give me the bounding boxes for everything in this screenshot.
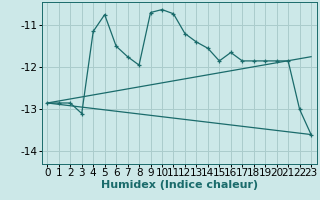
X-axis label: Humidex (Indice chaleur): Humidex (Indice chaleur) [100,180,258,190]
